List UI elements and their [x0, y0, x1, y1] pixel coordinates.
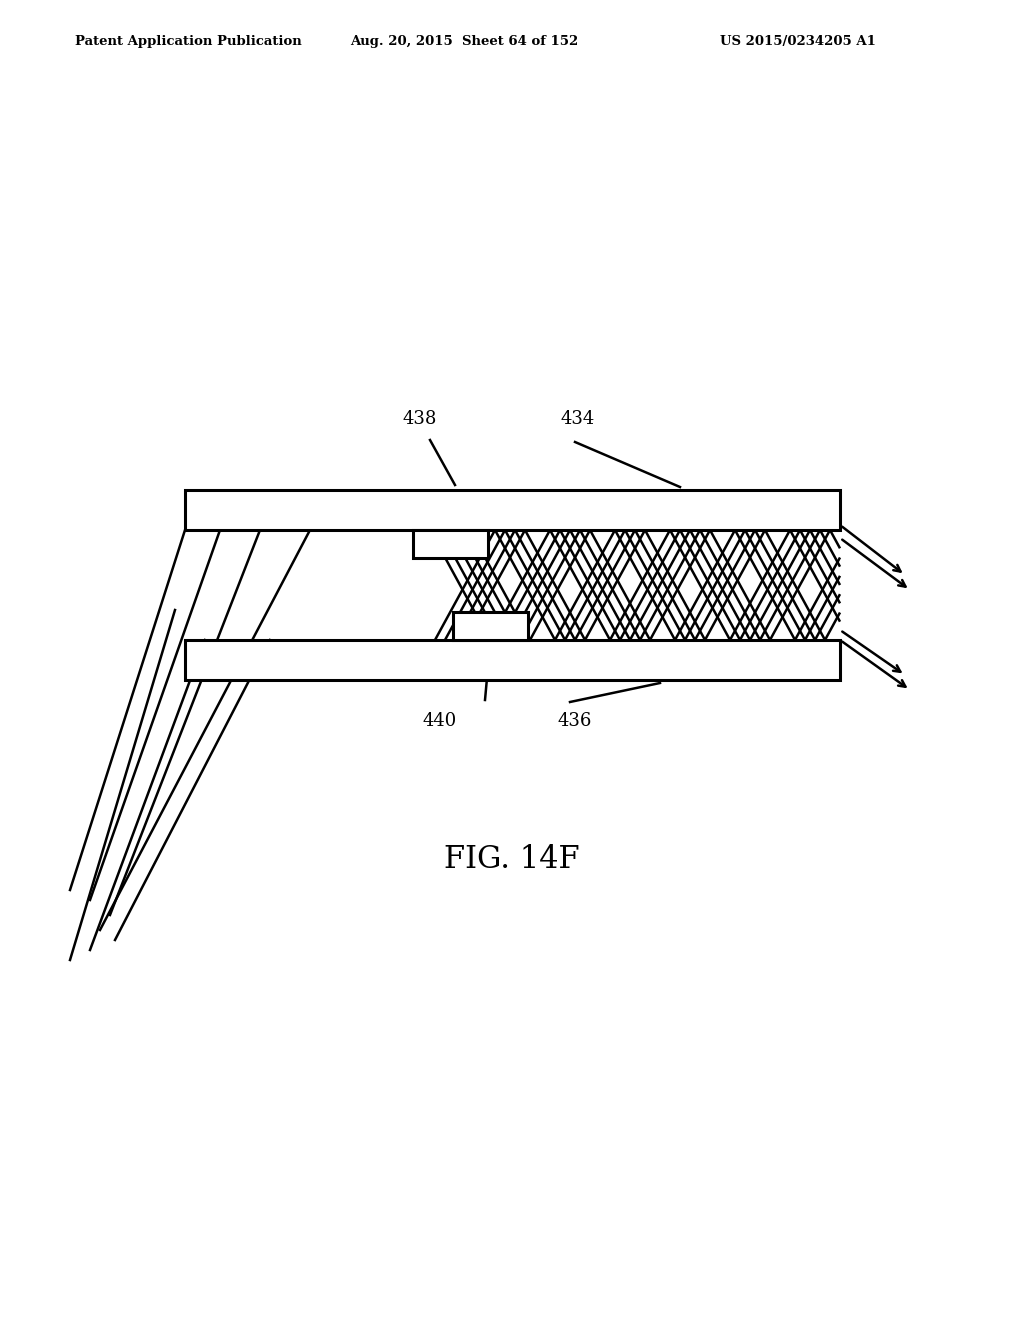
Text: 434: 434: [561, 411, 595, 428]
Text: 440: 440: [423, 711, 457, 730]
Text: 436: 436: [558, 711, 592, 730]
Bar: [453, 612, 527, 640]
Text: Patent Application Publication: Patent Application Publication: [75, 36, 302, 49]
Bar: [185, 640, 840, 680]
Bar: [413, 531, 487, 558]
Text: FIG. 14F: FIG. 14F: [444, 845, 580, 875]
Text: 438: 438: [402, 411, 437, 428]
Text: Aug. 20, 2015  Sheet 64 of 152: Aug. 20, 2015 Sheet 64 of 152: [350, 36, 579, 49]
Text: US 2015/0234205 A1: US 2015/0234205 A1: [720, 36, 876, 49]
Bar: [185, 490, 840, 531]
